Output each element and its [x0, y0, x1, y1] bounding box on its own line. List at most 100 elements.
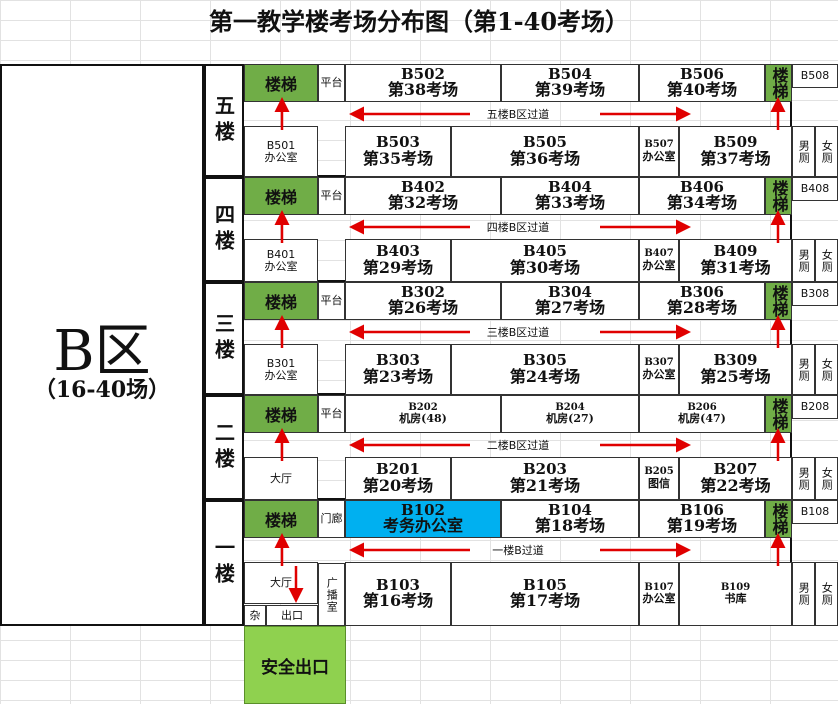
zone-panel: B区 （16-40场） — [0, 64, 204, 626]
east-room: B508 — [792, 64, 838, 88]
east-stair: 楼梯 — [765, 500, 792, 538]
restroom-women-label: 女厕 — [820, 582, 834, 606]
north-room: B104 第18考场 — [501, 500, 639, 538]
platform-label: 平台 — [320, 76, 343, 90]
platform: 平台 — [318, 64, 345, 102]
restroom-women: 女厕 — [815, 126, 838, 177]
small-room: B307 办公室 — [639, 344, 679, 395]
south-room-name: 第36考场 — [509, 148, 581, 168]
east-room: B408 — [792, 177, 838, 201]
platform: 门廊 — [318, 500, 345, 538]
east-stair: 楼梯 — [765, 177, 792, 215]
south-room-code: B103 — [376, 575, 420, 594]
south-room: B405 第30考场 — [451, 239, 639, 282]
south-room-code: B509 — [713, 133, 758, 152]
platform-label: 平台 — [320, 189, 343, 203]
north-room: B506 第40考场 — [639, 64, 765, 102]
east-stair: 楼梯 — [765, 395, 792, 433]
east-room-code: B408 — [800, 182, 830, 196]
platform-label: 平台 — [320, 294, 343, 308]
restroom-men: 男厕 — [792, 126, 815, 177]
office-name: 大厅 — [270, 576, 292, 590]
north-room-code: B202 — [408, 401, 438, 413]
platform: 平台 — [318, 177, 345, 215]
small-room: B507 办公室 — [639, 126, 679, 177]
north-room-name: 第38考场 — [387, 80, 459, 100]
office: 大厅 — [244, 457, 318, 500]
south-room: B109 书库 — [679, 562, 792, 626]
small-room-code: B205 — [644, 466, 674, 478]
south-room-name: 第35考场 — [362, 148, 434, 168]
north-room: B306 第28考场 — [639, 282, 765, 320]
office-code: B501 — [266, 138, 296, 152]
north-room-code: B204 — [555, 401, 585, 413]
restroom-women-label: 女厕 — [820, 139, 834, 164]
north-room-code: B404 — [548, 177, 592, 196]
restroom-women: 女厕 — [815, 562, 838, 626]
platform: 平台 — [318, 282, 345, 320]
east-room: B108 — [792, 500, 838, 524]
office-name: 办公室 — [264, 150, 298, 164]
east-room: B308 — [792, 282, 838, 306]
small-room-code: B407 — [644, 248, 674, 260]
north-room: B406 第34考场 — [639, 177, 765, 215]
office-code: B301 — [266, 356, 296, 370]
platform-label: 平台 — [320, 407, 343, 421]
south-room-code: B505 — [523, 133, 567, 152]
north-room-code: B206 — [687, 401, 717, 413]
small-room-code: B507 — [644, 139, 674, 151]
east-room-code: B108 — [800, 505, 830, 519]
platform-label: 门廊 — [320, 512, 343, 526]
north-room-name: 机房(27) — [546, 412, 594, 426]
office: 大厅 — [244, 562, 318, 604]
small-room: B205 图信 — [639, 457, 679, 500]
restroom-men-label: 男厕 — [797, 357, 811, 382]
north-room: B102 考务办公室 — [345, 500, 501, 538]
north-room: B504 第39考场 — [501, 64, 639, 102]
north-room-name: 第34考场 — [666, 193, 738, 213]
small-room: B407 办公室 — [639, 239, 679, 282]
south-room-code: B405 — [523, 242, 567, 261]
south-room: B503 第35考场 — [345, 126, 451, 177]
restroom-men-label: 男厕 — [797, 248, 811, 273]
corridor: 五楼B区过道 — [486, 108, 550, 121]
south-room: B305 第24考场 — [451, 344, 639, 395]
south-room: B203 第21考场 — [451, 457, 639, 500]
north-room-code: B306 — [680, 282, 724, 301]
restroom-men: 男厕 — [792, 562, 815, 626]
south-room: B409 第31考场 — [679, 239, 792, 282]
floor-label: 一楼 — [204, 500, 244, 626]
restroom-women-label: 女厕 — [820, 466, 834, 491]
south-room-code: B305 — [523, 351, 567, 370]
north-room: B206 机房(47) — [639, 395, 765, 433]
west-stair: 楼梯 — [244, 395, 318, 433]
north-room: B404 第33考场 — [501, 177, 639, 215]
south-room-name: 第24考场 — [509, 366, 581, 386]
floor-label: 四楼 — [204, 177, 244, 282]
north-room-code: B506 — [680, 64, 724, 83]
office-name: 办公室 — [264, 368, 298, 382]
east-room: B208 — [792, 395, 838, 419]
north-room: B106 第19考场 — [639, 500, 765, 538]
north-room-code: B502 — [401, 64, 445, 83]
floor-label: 二楼 — [204, 395, 244, 500]
south-room-name: 第22考场 — [700, 475, 771, 495]
restroom-women: 女厕 — [815, 344, 838, 395]
office-name: 大厅 — [270, 471, 292, 485]
north-room-name: 第19考场 — [666, 516, 738, 536]
broadcast-room: 广播室 — [318, 563, 345, 626]
south-room-name: 第20考场 — [362, 475, 434, 495]
west-stair: 楼梯 — [244, 282, 318, 320]
east-room-code: B508 — [800, 69, 830, 83]
south-room-name: 第25考场 — [700, 366, 771, 386]
corridor: 二楼B区过道 — [486, 439, 550, 452]
south-room: B309 第25考场 — [679, 344, 792, 395]
south-room-code: B303 — [376, 351, 420, 370]
small-room-name: 办公室 — [642, 367, 676, 381]
north-room-code: B102 — [401, 500, 445, 519]
south-room-code: B309 — [713, 351, 758, 370]
north-room-name: 第39考场 — [534, 80, 606, 100]
south-room-name: 第30考场 — [509, 257, 581, 277]
east-stair: 楼梯 — [765, 64, 792, 102]
south-room-code: B105 — [523, 575, 567, 594]
